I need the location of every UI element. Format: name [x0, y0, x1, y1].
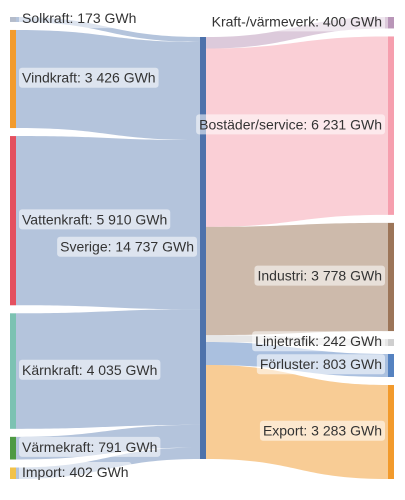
node-label: Solkraft: 173 GWh — [22, 10, 136, 26]
label-background — [19, 461, 132, 482]
node-label: Kraft-/värmeverk: 400 GWh — [212, 13, 382, 29]
source-node — [10, 29, 16, 129]
node-label: Kärnkraft: 4 035 GWh — [22, 362, 157, 378]
target-node — [388, 222, 394, 332]
target-node — [388, 36, 394, 215]
node-label: Import: 402 GWh — [22, 464, 129, 480]
node-label: Sverige: 14 737 GWh — [60, 239, 194, 255]
source-node — [10, 136, 16, 306]
labels: Solkraft: 173 GWh Vindkraft: 3 426 GWh Vat… — [19, 8, 385, 482]
label-background — [196, 114, 385, 135]
node-label: Vindkraft: 3 426 GWh — [22, 70, 156, 86]
label-background — [19, 209, 171, 230]
hub-node — [200, 37, 206, 459]
label-background — [19, 359, 161, 380]
node-label: Linjetrafik: 242 GWh — [255, 333, 382, 349]
node-label: Förluster: 803 GWh — [260, 356, 382, 372]
node-label: Industri: 3 778 GWh — [257, 268, 382, 284]
target-node — [388, 17, 394, 29]
label-background — [252, 331, 385, 352]
label-background — [254, 265, 385, 286]
label-background — [19, 436, 161, 457]
source-node — [10, 436, 16, 460]
label-background — [19, 67, 159, 88]
source-node — [10, 467, 16, 479]
node-label: Bostäder/service: 6 231 GWh — [199, 116, 382, 132]
node-label: Vattenkraft: 5 910 GWh — [22, 211, 167, 227]
node-label: Värmekraft: 791 GWh — [22, 439, 157, 455]
label-background — [57, 236, 197, 257]
source-node — [10, 17, 16, 22]
label-background — [19, 8, 140, 29]
target-node — [388, 353, 394, 377]
node-label: Export: 3 283 GWh — [263, 423, 382, 439]
nodes — [10, 17, 394, 479]
target-node — [388, 384, 394, 479]
label-background — [259, 420, 385, 441]
target-node — [388, 339, 394, 346]
label-background — [256, 354, 385, 375]
label-background — [208, 11, 385, 32]
source-node — [10, 313, 16, 429]
